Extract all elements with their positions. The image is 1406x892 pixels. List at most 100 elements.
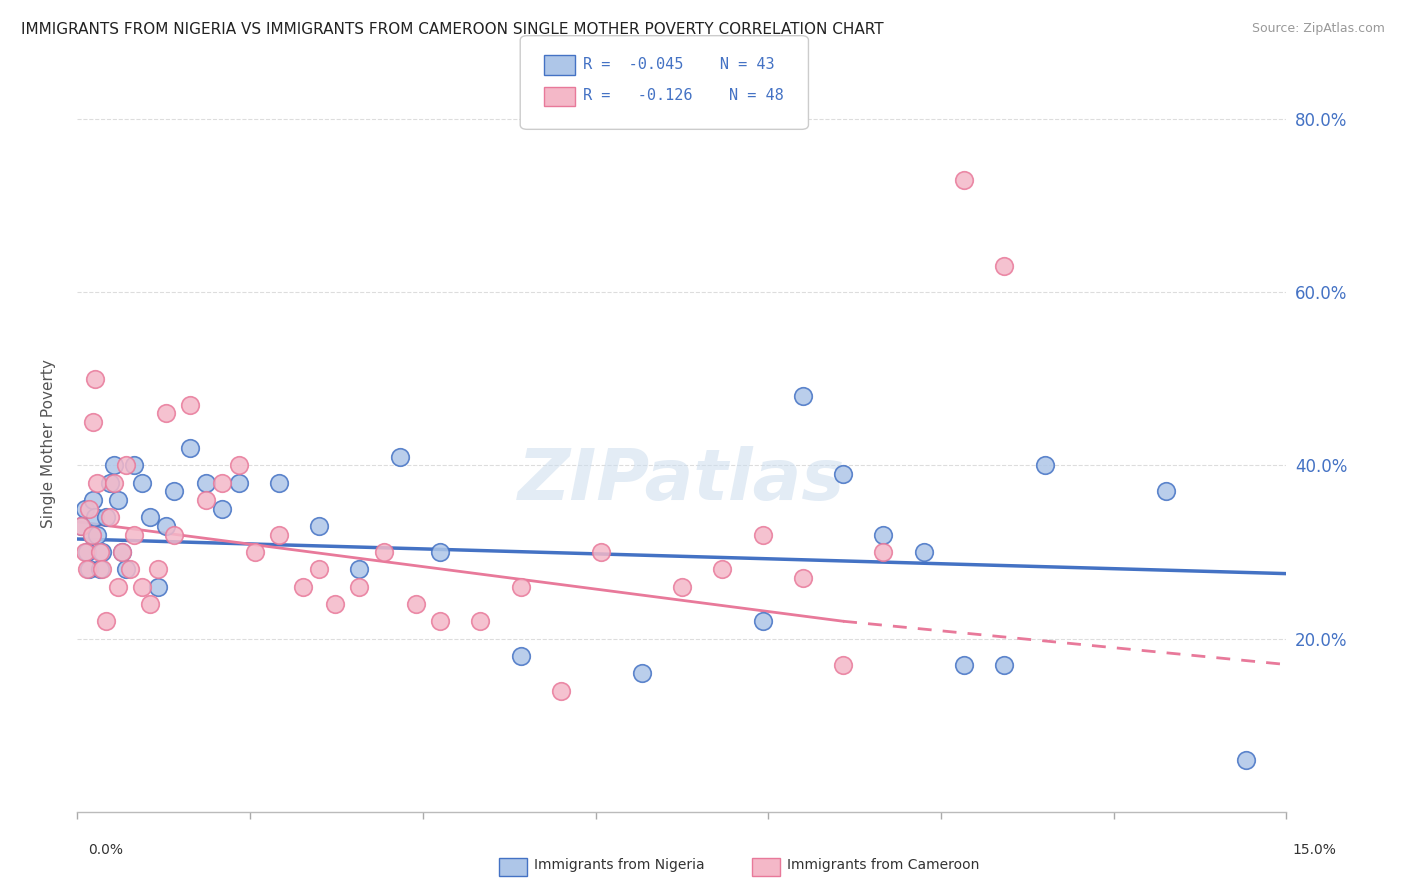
Point	[86, 475, 108, 490]
Point	[388, 450, 411, 464]
Text: 15.0%: 15.0%	[1292, 843, 1337, 857]
Point	[89, 545, 111, 559]
Point	[792, 389, 814, 403]
Point	[75, 501, 97, 516]
Point	[429, 545, 451, 559]
Point	[993, 260, 1015, 274]
Point	[993, 657, 1015, 672]
Point	[267, 527, 290, 541]
Point	[76, 545, 98, 559]
Point	[70, 519, 93, 533]
Point	[139, 510, 162, 524]
Point	[751, 527, 773, 541]
Point	[509, 648, 531, 663]
Point	[79, 501, 101, 516]
Point	[111, 545, 134, 559]
Point	[591, 545, 613, 559]
Point	[86, 527, 108, 541]
Text: R =  -0.045    N = 43: R = -0.045 N = 43	[583, 57, 775, 71]
Text: Immigrants from Cameroon: Immigrants from Cameroon	[787, 858, 980, 872]
Point	[179, 398, 201, 412]
Point	[122, 527, 145, 541]
Point	[792, 571, 814, 585]
Text: 0.0%: 0.0%	[89, 843, 122, 857]
Point	[1234, 753, 1257, 767]
Point	[146, 580, 169, 594]
Point	[711, 562, 734, 576]
Text: R =   -0.126    N = 48: R = -0.126 N = 48	[583, 88, 785, 103]
Point	[114, 458, 136, 473]
Point	[228, 458, 250, 473]
Point	[832, 467, 855, 481]
Point	[70, 519, 93, 533]
Point	[82, 415, 104, 429]
Point	[323, 597, 346, 611]
Point	[131, 475, 153, 490]
Point	[671, 580, 693, 594]
Point	[373, 545, 395, 559]
Point	[82, 493, 104, 508]
Point	[630, 666, 652, 681]
Point	[872, 545, 894, 559]
Point	[872, 527, 894, 541]
Point	[131, 580, 153, 594]
Point	[308, 562, 330, 576]
Point	[75, 545, 97, 559]
Point	[107, 580, 129, 594]
Text: ZIPatlas: ZIPatlas	[519, 446, 845, 515]
Point	[163, 484, 186, 499]
Point	[79, 562, 101, 576]
Point	[163, 527, 186, 541]
Point	[267, 475, 290, 490]
Text: Source: ZipAtlas.com: Source: ZipAtlas.com	[1251, 22, 1385, 36]
Point	[429, 614, 451, 628]
Point	[1033, 458, 1056, 473]
Point	[114, 562, 136, 576]
Point	[953, 172, 976, 186]
Point	[103, 458, 125, 473]
Point	[111, 545, 134, 559]
Point	[211, 501, 233, 516]
Point	[195, 475, 218, 490]
Point	[405, 597, 427, 611]
Point	[211, 475, 233, 490]
Point	[912, 545, 935, 559]
Point	[470, 614, 492, 628]
Point	[118, 562, 141, 576]
Point	[243, 545, 266, 559]
Point	[832, 657, 855, 672]
Point	[155, 519, 177, 533]
Point	[90, 562, 112, 576]
Point	[349, 580, 371, 594]
Point	[228, 475, 250, 490]
Point	[308, 519, 330, 533]
Point	[84, 510, 107, 524]
Text: Immigrants from Nigeria: Immigrants from Nigeria	[534, 858, 704, 872]
Point	[107, 493, 129, 508]
Point	[80, 527, 103, 541]
Point	[122, 458, 145, 473]
Point	[80, 527, 103, 541]
Point	[349, 562, 371, 576]
Point	[179, 441, 201, 455]
Point	[953, 657, 976, 672]
Point	[89, 562, 111, 576]
Point	[509, 580, 531, 594]
Point	[751, 614, 773, 628]
Point	[98, 510, 121, 524]
Point	[94, 510, 117, 524]
Text: IMMIGRANTS FROM NIGERIA VS IMMIGRANTS FROM CAMEROON SINGLE MOTHER POVERTY CORREL: IMMIGRANTS FROM NIGERIA VS IMMIGRANTS FR…	[21, 22, 884, 37]
Point	[94, 614, 117, 628]
Point	[90, 545, 112, 559]
Y-axis label: Single Mother Poverty: Single Mother Poverty	[42, 359, 56, 528]
Point	[195, 493, 218, 508]
Point	[98, 475, 121, 490]
Point	[84, 372, 107, 386]
Point	[155, 407, 177, 421]
Point	[292, 580, 315, 594]
Point	[103, 475, 125, 490]
Point	[146, 562, 169, 576]
Point	[76, 562, 98, 576]
Point	[550, 683, 572, 698]
Point	[139, 597, 162, 611]
